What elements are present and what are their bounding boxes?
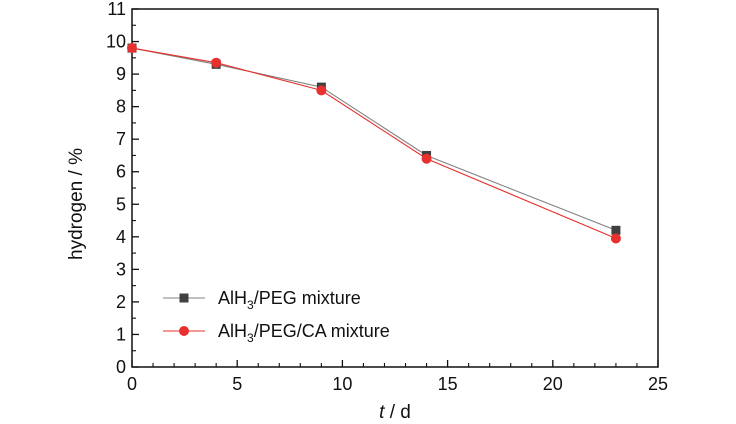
y-tick-label: 10 [106,32,126,52]
legend-label-part: AlH [218,288,247,308]
data-point-square [611,225,621,235]
x-tick-label: 5 [232,374,242,394]
legend-marker-circle [179,326,189,336]
axes: 0 1 2 3 4 5 6 7 8 9 10 11 0 5 10 15 20 25 t / d hydrogen / … [66,0,668,423]
x-tick-label: 25 [648,374,668,394]
series-line [131,47,617,239]
legend-item-0: AlH3/PEG mixture [163,288,361,312]
series-1 [127,43,621,244]
y-tick-label: 5 [116,194,126,214]
data-point-circle [316,85,327,96]
legend-marker-square [179,293,189,303]
legend-label-part: /PEG mixture [254,288,361,308]
plot-frame [131,8,659,368]
x-tick-label: 10 [332,374,352,394]
legend-label: AlH3/PEG mixture [218,288,361,312]
y-tick-label: 0 [116,357,126,377]
legend-item-1: AlH3/PEG/CA mixture [163,321,390,345]
legend-label: AlH3/PEG/CA mixture [218,321,390,345]
data-point-circle [610,233,621,244]
y-tick-label: 4 [116,227,126,247]
y-tick-label: 11 [107,0,126,19]
data-point-circle [211,57,222,68]
x-axis-title-rest: / d [384,402,410,423]
y-tick-label: 6 [116,162,126,182]
legend-label-subscript: 3 [247,331,254,345]
y-tick-label: 7 [116,129,126,149]
legend-label-subscript: 3 [247,298,254,312]
x-tick-label: 20 [543,374,563,394]
y-tick-label: 9 [116,64,126,84]
data-point-circle [421,153,432,164]
y-tick-label: 1 [116,324,126,344]
legend-label-part: /PEG/CA mixture [254,321,390,341]
y-axis-title: hydrogen / % [66,148,87,260]
x-axis-title: t / d [379,402,411,423]
x-tick-label: 15 [438,374,458,394]
series-line [131,47,617,231]
data-point-circle [127,43,137,54]
legend-label-part: AlH [218,321,247,341]
y-tick-label: 8 [116,97,126,117]
y-tick-label: 2 [116,292,126,312]
series-layer [127,43,621,244]
x-tick-label: 0 [127,374,137,394]
y-tick-label: 3 [116,259,126,279]
x-axis-title-italic: t [379,402,385,423]
series-0 [127,43,621,235]
